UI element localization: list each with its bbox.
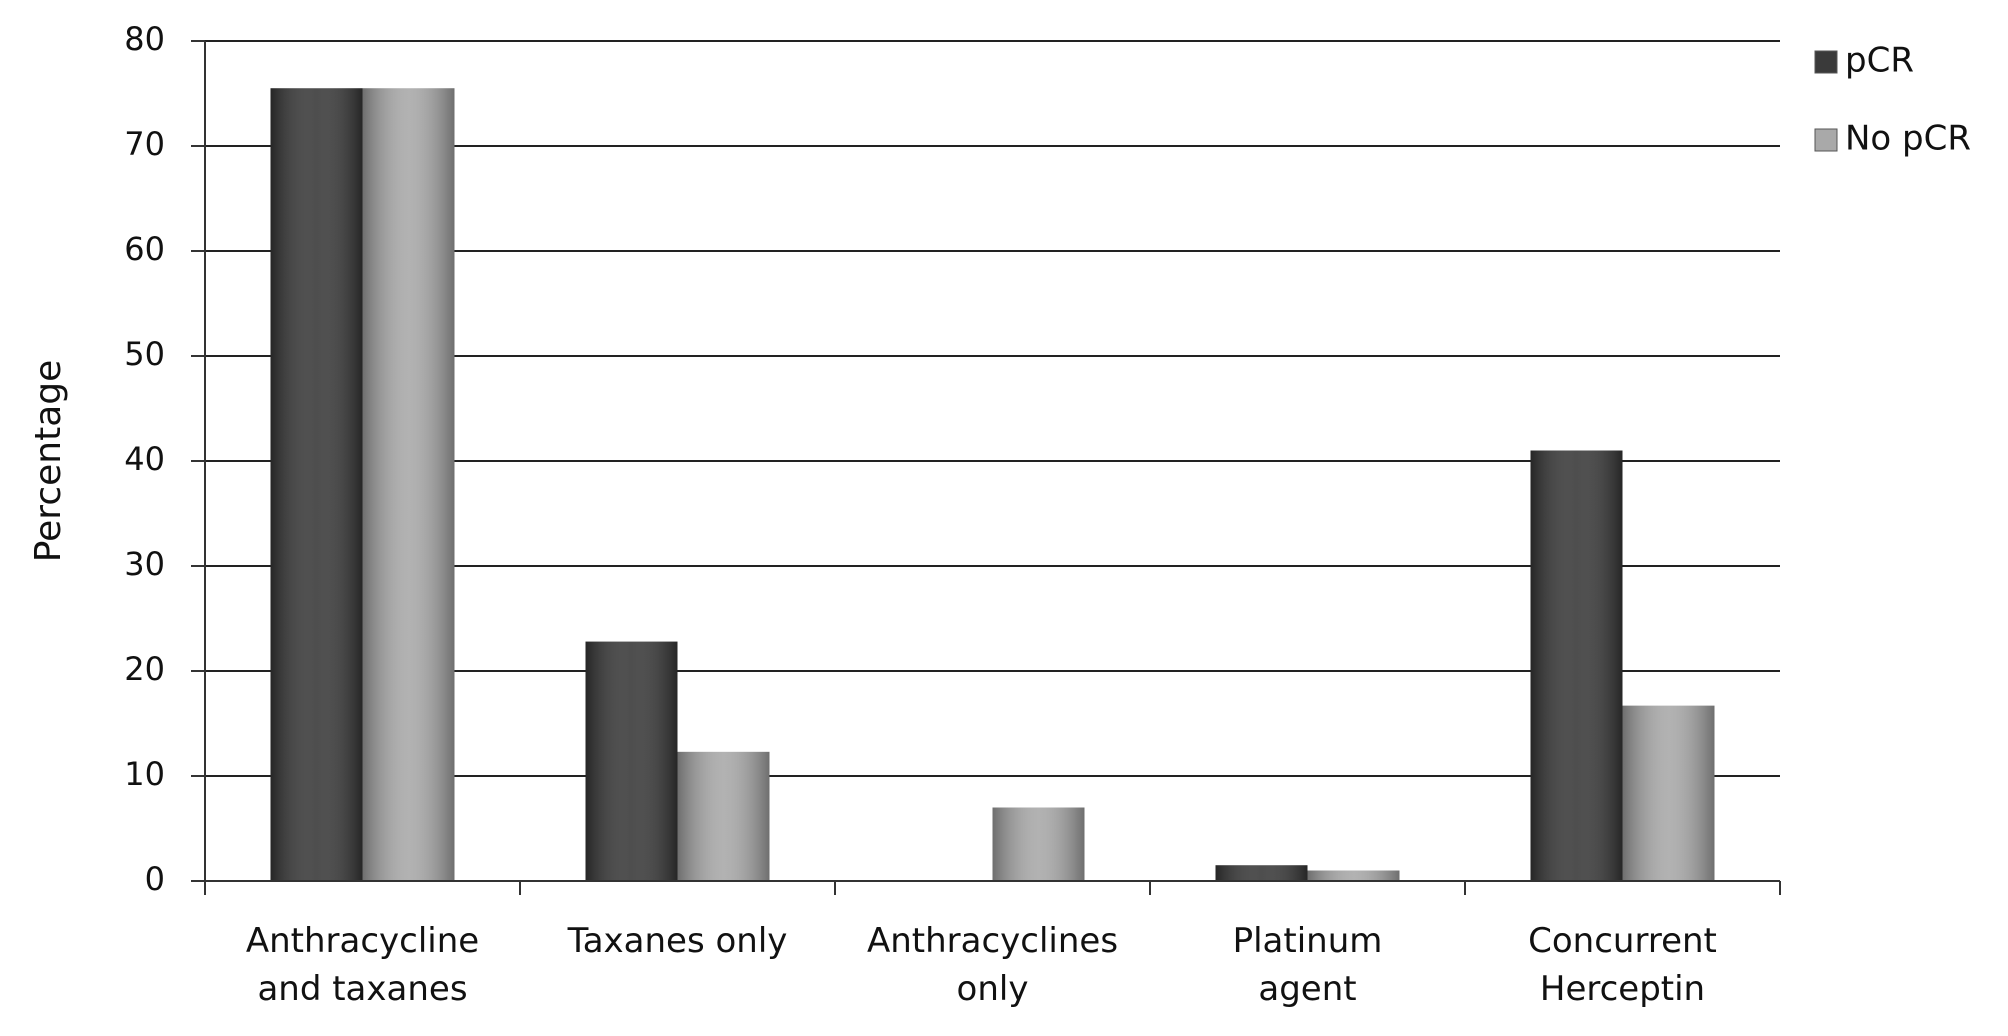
legend-label: No pCR [1845, 119, 1971, 159]
y-tick-label: 40 [124, 440, 165, 478]
y-tick-label: 20 [124, 650, 165, 688]
legend-swatch [1814, 50, 1838, 74]
y-tick-label: 30 [124, 545, 165, 583]
x-tick-label: Taxanes only [567, 921, 788, 961]
y-tick-label: 50 [124, 335, 165, 373]
y-tick-label: 10 [124, 755, 165, 793]
bar-shade [1215, 865, 1308, 881]
bar-shade [585, 641, 678, 881]
legend-swatch [1814, 128, 1838, 152]
bar-shade [677, 751, 770, 881]
y-tick-label: 60 [124, 230, 165, 268]
bar-shade [362, 88, 455, 881]
x-tick-label: Platinum agent [1232, 921, 1383, 1009]
bar-shade [270, 88, 363, 881]
bar-shade [1530, 450, 1623, 881]
bar-shade [992, 807, 1085, 881]
x-tick-label: Anthracycline and taxanes [245, 921, 480, 1009]
y-tick-label: 70 [124, 125, 165, 163]
x-tick-label: Anthracyclines only [866, 921, 1119, 1009]
bar-shade [1622, 705, 1715, 881]
x-tick-label: Concurrent Herceptin [1528, 921, 1717, 1009]
bar-shade [1307, 870, 1400, 881]
y-tick-label: 80 [124, 20, 165, 58]
legend-label: pCR [1845, 41, 1914, 81]
y-tick-label: 0 [145, 860, 165, 898]
y-axis-label: Percentage [28, 360, 69, 563]
